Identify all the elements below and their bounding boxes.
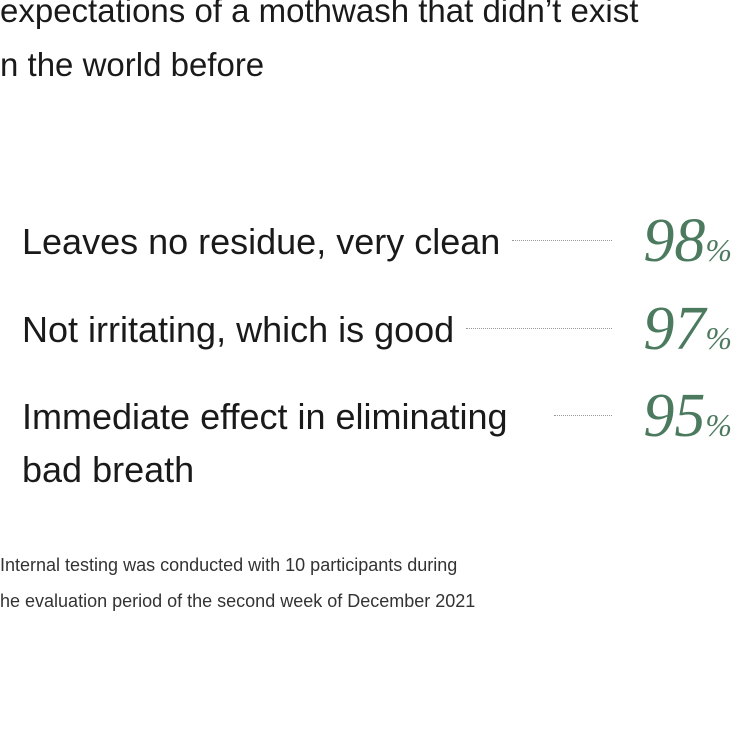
footnote-line: he evaluation period of the second week … (0, 591, 476, 611)
result-value: 98% (626, 210, 732, 277)
result-row: Leaves no residue, very clean 98% (22, 210, 732, 277)
result-value: 95% (626, 385, 732, 452)
result-label: Not irritating, which is good (22, 309, 455, 350)
value-number: 97 (643, 295, 706, 363)
dotted-leader (466, 328, 612, 329)
heading-line: expectations of a mothwash that didn’t e… (0, 0, 639, 29)
value-number: 98 (643, 207, 706, 275)
heading-line: n the world before (0, 46, 265, 83)
footnote-line: Internal testing was conducted with 10 p… (0, 555, 458, 575)
result-label: Immediate effect in eliminating bad brea… (22, 396, 508, 490)
dotted-leader (512, 240, 612, 241)
result-label: Leaves no residue, very clean (22, 221, 501, 262)
result-row: Immediate effect in eliminating bad brea… (22, 385, 732, 496)
result-row: Not irritating, which is good 97% (22, 298, 732, 365)
dotted-leader (554, 415, 612, 416)
value-unit: % (705, 320, 732, 356)
value-unit: % (705, 232, 732, 268)
result-value: 97% (626, 298, 732, 365)
value-number: 95 (643, 382, 706, 450)
value-unit: % (705, 407, 732, 443)
